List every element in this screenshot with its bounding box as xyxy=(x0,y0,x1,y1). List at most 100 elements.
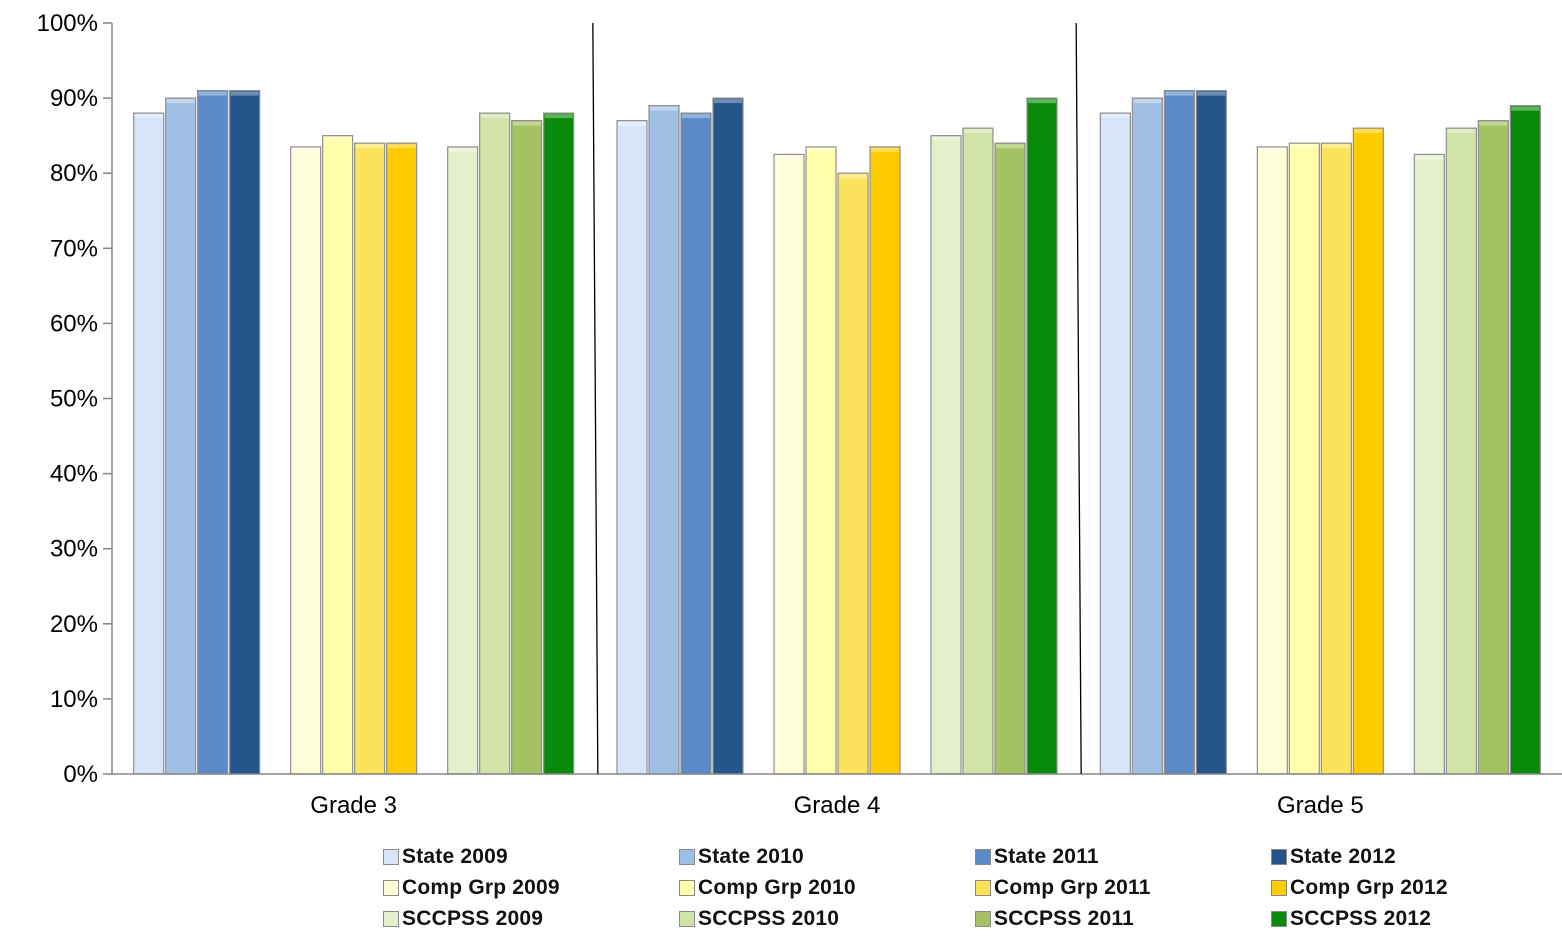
bar xyxy=(1256,146,1288,775)
bar xyxy=(648,105,680,775)
legend-swatch xyxy=(1271,849,1287,865)
legend-item: State 2012 xyxy=(1271,845,1501,869)
bar-highlight xyxy=(1165,91,1194,96)
x-tick-label: Grade 5 xyxy=(1277,792,1364,819)
bar xyxy=(1445,127,1477,775)
bar xyxy=(869,146,901,775)
bar-highlight xyxy=(1511,106,1540,111)
legend-item: State 2010 xyxy=(679,845,975,869)
y-tick-label: 40% xyxy=(50,461,98,488)
bars-group xyxy=(133,89,1541,775)
bar xyxy=(479,112,511,775)
legend-item: SCCPSS 2009 xyxy=(383,907,679,931)
bar xyxy=(837,172,869,775)
bar-highlight xyxy=(775,155,803,160)
bar-highlight xyxy=(480,114,509,119)
y-tick-label: 50% xyxy=(50,386,98,413)
bar xyxy=(1099,112,1131,775)
legend-swatch xyxy=(383,849,399,865)
bar xyxy=(1413,153,1445,775)
y-tick-label: 100% xyxy=(37,10,98,37)
bar-highlight xyxy=(714,99,742,104)
bar-highlight xyxy=(871,147,899,152)
bar xyxy=(133,112,165,775)
bar-highlight xyxy=(1415,155,1444,160)
legend-item: SCCPSS 2012 xyxy=(1271,907,1501,931)
legend-item: SCCPSS 2010 xyxy=(679,907,975,931)
legend-label: State 2011 xyxy=(994,845,1099,868)
bar xyxy=(1163,89,1195,775)
bar xyxy=(930,135,962,775)
legend: State 2009 State 2010 State 2011 State 2012… xyxy=(383,845,1503,931)
group-separator xyxy=(592,22,599,775)
bar-highlight xyxy=(964,129,992,134)
bar-highlight xyxy=(839,174,867,179)
x-axis: Grade 3 Grade 4 Grade 5 xyxy=(310,792,1363,819)
legend-swatch xyxy=(383,880,399,896)
bar-highlight xyxy=(134,114,163,119)
bar-highlight xyxy=(448,147,477,152)
bar-highlight xyxy=(1479,121,1508,126)
legend-swatch xyxy=(975,880,991,896)
legend-label: SCCPSS 2012 xyxy=(1290,907,1432,930)
bar xyxy=(1288,142,1320,775)
y-tick-label: 70% xyxy=(50,235,98,262)
y-tick-label: 60% xyxy=(50,310,98,337)
bar-highlight xyxy=(1290,144,1319,149)
bar-highlight xyxy=(682,114,710,119)
bar xyxy=(1195,89,1227,775)
legend-label: Comp Grp 2009 xyxy=(402,876,560,899)
y-tick-label: 20% xyxy=(50,611,98,638)
y-tick-label: 90% xyxy=(50,85,98,112)
legend-label: State 2009 xyxy=(402,845,508,868)
bar xyxy=(197,89,229,775)
bar-highlight xyxy=(932,136,960,141)
legend-item: State 2011 xyxy=(975,845,1271,869)
bar xyxy=(962,127,994,775)
bar xyxy=(1477,120,1509,775)
axes xyxy=(111,22,1562,775)
legend-item: SCCPSS 2011 xyxy=(975,907,1271,931)
bar xyxy=(386,142,418,775)
legend-label: Comp Grp 2010 xyxy=(698,876,856,899)
y-tick-label: 80% xyxy=(50,160,98,187)
bar-highlight xyxy=(1354,129,1383,134)
x-tick-label: Grade 4 xyxy=(794,792,881,819)
bar xyxy=(1320,142,1352,775)
bar xyxy=(805,146,837,775)
legend-swatch xyxy=(383,911,399,927)
legend-label: State 2010 xyxy=(698,845,804,868)
group-separator xyxy=(1075,22,1082,775)
legend-item: Comp Grp 2010 xyxy=(679,876,975,900)
bar-highlight xyxy=(1028,99,1056,104)
legend-label: SCCPSS 2009 xyxy=(402,907,544,930)
bar-highlight xyxy=(544,114,573,119)
bar-highlight xyxy=(1197,91,1226,96)
bar xyxy=(616,120,648,775)
bar-highlight xyxy=(1101,114,1130,119)
legend-item: Comp Grp 2011 xyxy=(975,876,1271,900)
legend-swatch xyxy=(679,849,695,865)
bar-highlight xyxy=(807,147,835,152)
legend-swatch xyxy=(679,880,695,896)
bar xyxy=(1509,105,1541,775)
legend-item: Comp Grp 2012 xyxy=(1271,876,1501,900)
bar-highlight xyxy=(996,144,1024,149)
legend-label: State 2012 xyxy=(1290,845,1396,868)
bar xyxy=(1131,97,1163,775)
legend-item: Comp Grp 2009 xyxy=(383,876,679,900)
bar xyxy=(354,142,386,775)
y-tick-label: 10% xyxy=(50,686,98,713)
legend-label: SCCPSS 2010 xyxy=(698,907,840,930)
bar xyxy=(1352,127,1384,775)
legend-swatch xyxy=(1271,880,1287,896)
bar-highlight xyxy=(198,91,227,96)
bar-highlight xyxy=(230,91,259,96)
legend-swatch xyxy=(679,911,695,927)
bar-highlight xyxy=(166,99,195,104)
bar xyxy=(1026,97,1058,775)
bar xyxy=(290,146,322,775)
bar xyxy=(994,142,1026,775)
bar-highlight xyxy=(618,121,646,126)
bar-highlight xyxy=(1133,99,1162,104)
